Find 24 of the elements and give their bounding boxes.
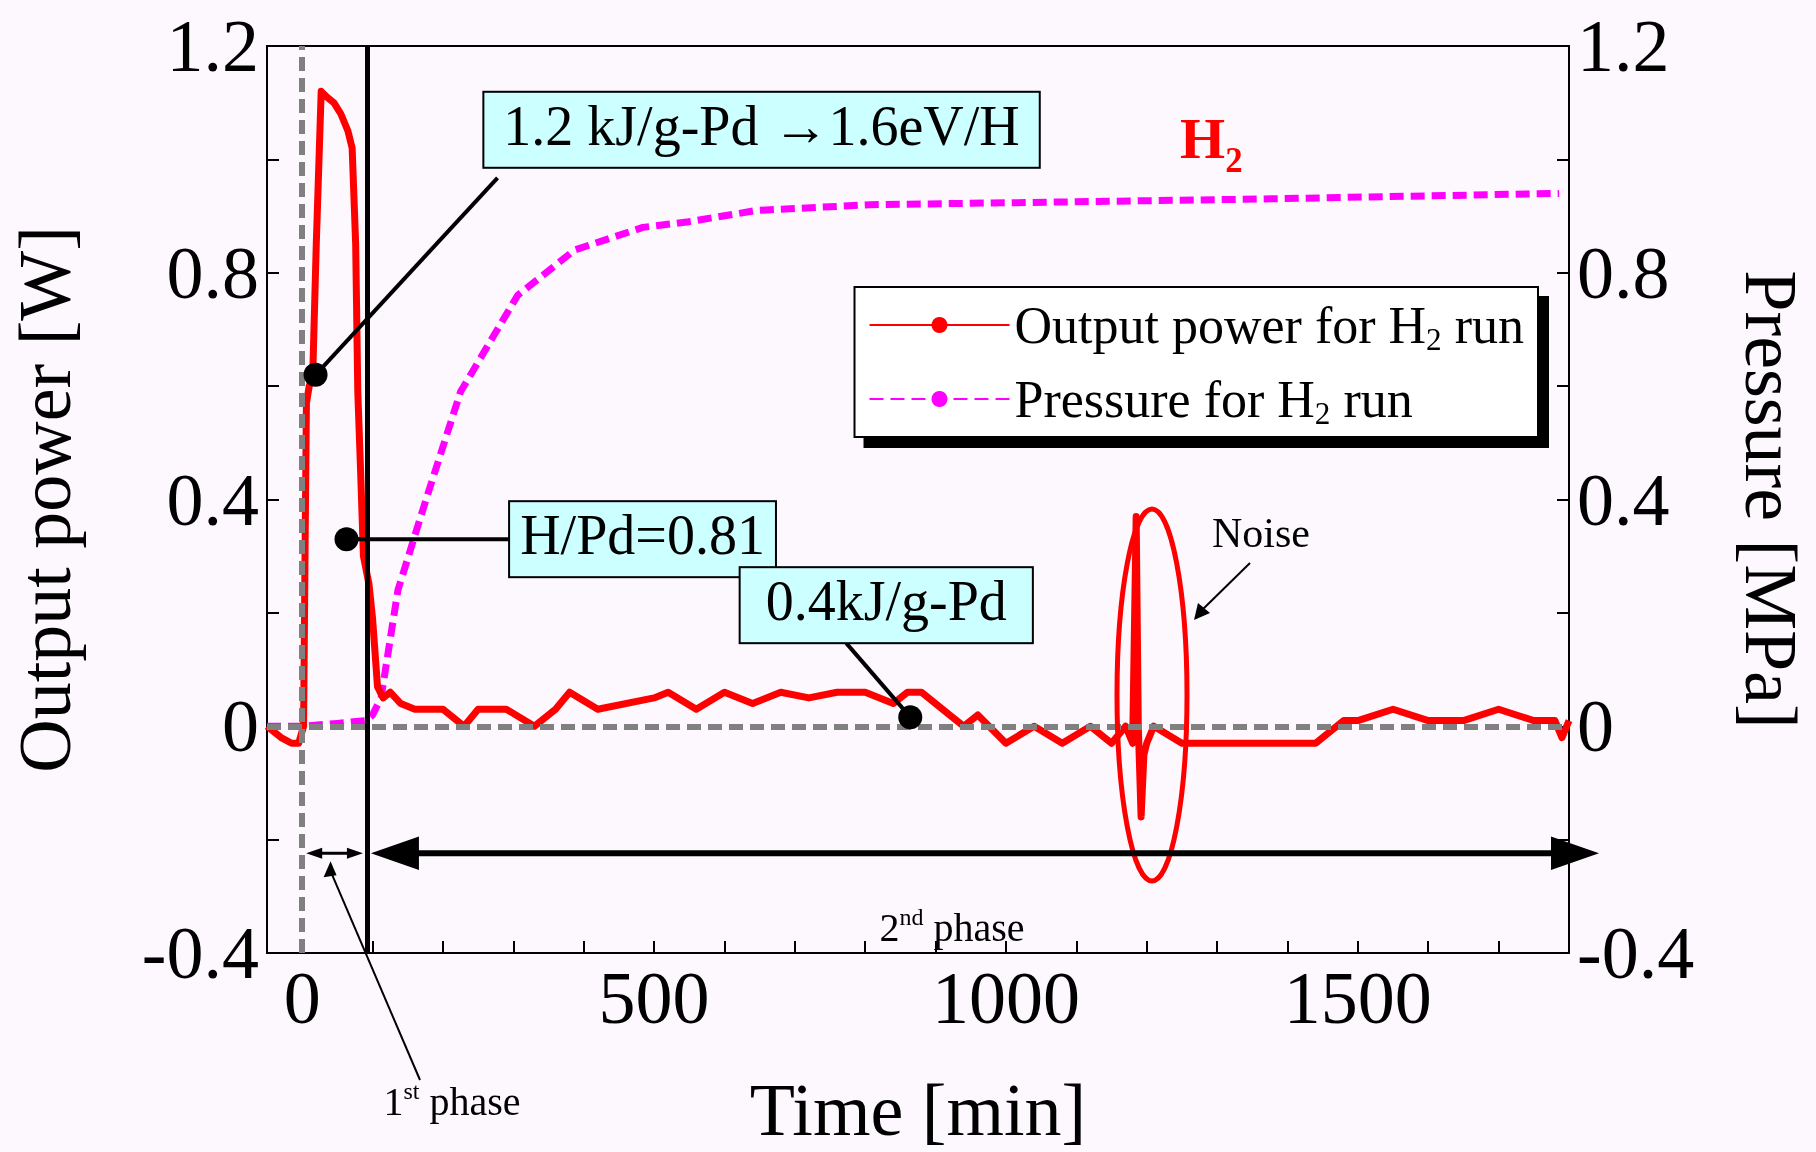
x-axis-title: Time [min]: [749, 1069, 1087, 1151]
text: 1$^{st}$ phase: [383, 1077, 521, 1125]
text: H$_{2}$: [1180, 106, 1243, 181]
y-tick-label: 0: [222, 685, 259, 768]
y2-tick-label: -0.4: [1577, 912, 1695, 994]
y2-tick-label: 0.8: [1577, 231, 1670, 314]
y-axis-title: Output power [W]: [4, 226, 86, 773]
y-tick-label: -0.4: [141, 912, 259, 994]
x-tick-label: 1000: [931, 957, 1080, 1039]
y2-axis-title: Pressure [MPa]: [1730, 270, 1812, 729]
annotation: Noise: [1212, 509, 1310, 556]
annotation: 0.4kJ/g-Pd: [765, 570, 1007, 633]
annotation: 1.2 kJ/g-Pd →1.6eV/H: [503, 94, 1020, 157]
y2-tick-label: 1.2: [1577, 5, 1670, 87]
x-tick-label: 1500: [1283, 957, 1432, 1039]
y2-tick-label: 0.4: [1577, 458, 1670, 541]
y-tick-label: 1.2: [166, 5, 259, 87]
annotation: 2$^{nd}$ phase: [879, 903, 1025, 951]
y-tick-label: 0.8: [166, 231, 259, 314]
annotation: H/Pd=0.81: [520, 504, 765, 567]
x-tick-label: 500: [598, 957, 710, 1039]
y2-tick-label: 0: [1577, 685, 1614, 768]
x-tick-label: 0: [283, 957, 321, 1039]
y-tick-label: 0.4: [166, 458, 259, 541]
